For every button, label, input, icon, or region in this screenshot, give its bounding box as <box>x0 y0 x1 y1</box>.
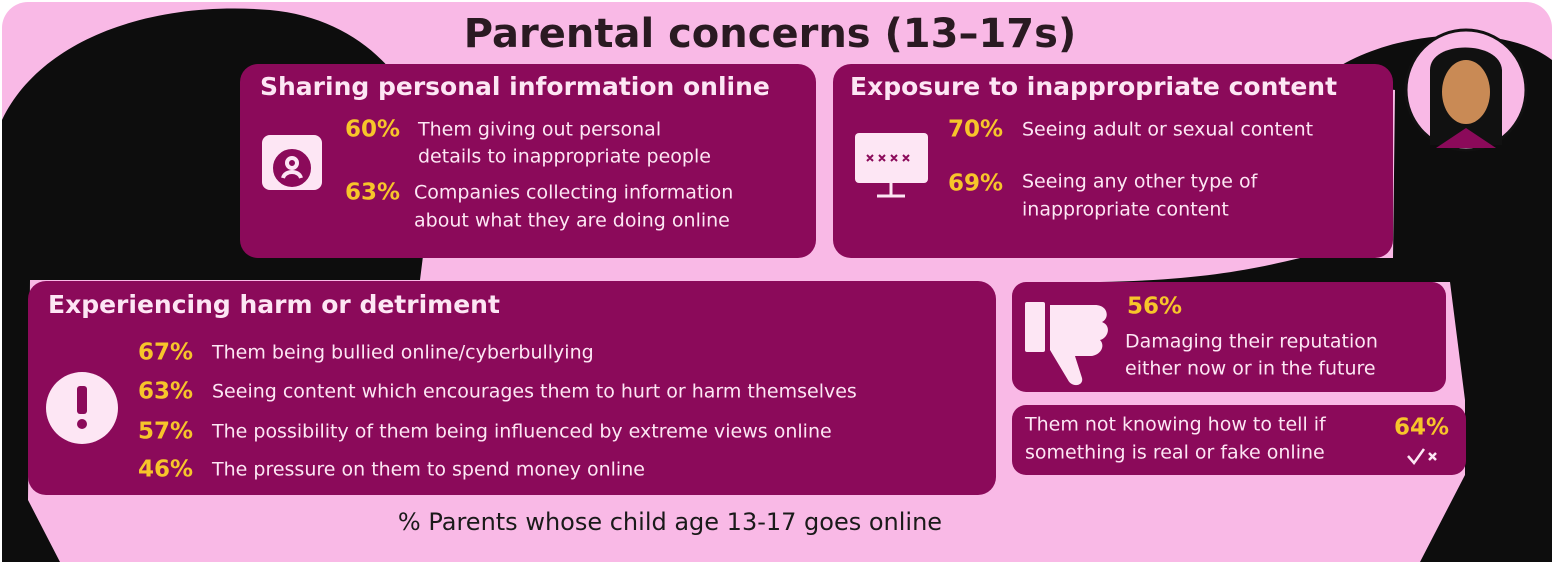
warning-icon <box>46 372 118 444</box>
item-text: either now or in the future <box>1125 358 1376 380</box>
panel <box>240 64 816 258</box>
profile-icon <box>262 135 322 190</box>
panel <box>1012 405 1466 475</box>
thumbs-down-icon <box>1025 302 1108 386</box>
item-text: Seeing content which encourages them to … <box>212 381 857 403</box>
percent: 67% <box>138 340 193 366</box>
percent: 57% <box>138 419 193 445</box>
percent: 63% <box>138 379 193 405</box>
item-text: The pressure on them to spend money onli… <box>211 459 645 481</box>
panel-heading: Sharing personal information online <box>260 72 770 101</box>
percent: 70% <box>948 117 1003 143</box>
panel <box>1012 282 1446 392</box>
item-text: something is real or fake online <box>1025 442 1325 464</box>
item-text: Them not knowing how to tell if <box>1024 414 1327 436</box>
percent: 46% <box>138 457 193 483</box>
panel-heading: Exposure to inappropriate content <box>850 72 1337 101</box>
panel <box>28 281 996 495</box>
panel-heading: Experiencing harm or detriment <box>48 290 500 319</box>
item-text: Seeing any other type of <box>1022 171 1259 193</box>
percent: 63% <box>345 180 400 206</box>
right-silhouette <box>1100 35 1552 562</box>
percent: 64% <box>1394 415 1449 441</box>
title: Parental concerns (13–17s) <box>464 11 1076 57</box>
item-text: Damaging their reputation <box>1125 331 1378 353</box>
panel <box>833 64 1393 258</box>
percent: 56% <box>1127 294 1182 320</box>
item-text: details to inappropriate people <box>418 146 711 168</box>
check-cross-icon <box>1407 448 1437 466</box>
footer: % Parents whose child age 13-17 goes onl… <box>398 508 942 536</box>
avatar <box>1404 28 1528 152</box>
item-text: Them giving out personal <box>417 119 661 141</box>
percent: 69% <box>948 171 1003 197</box>
percent: 60% <box>345 117 400 143</box>
monitor-icon <box>855 133 928 198</box>
item-text: Them being bullied online/cyberbullying <box>211 342 594 364</box>
item-text: about what they are doing online <box>414 210 730 232</box>
item-text: inappropriate content <box>1022 199 1229 221</box>
item-text: The possibility of them being influenced… <box>211 421 832 443</box>
item-text: Companies collecting information <box>414 182 733 204</box>
item-text: Seeing adult or sexual content <box>1022 119 1313 141</box>
